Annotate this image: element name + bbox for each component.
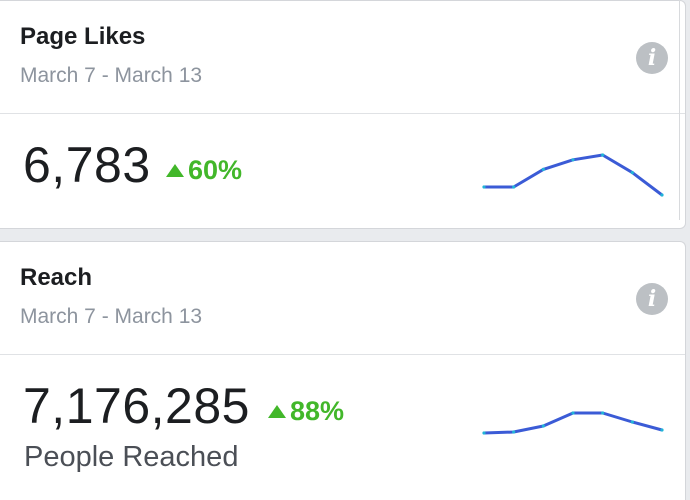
sparkline-point: [601, 411, 605, 415]
sparkline-point: [482, 431, 486, 435]
metric-value: 6,783: [23, 137, 151, 193]
sparkline-line: [483, 411, 663, 435]
sparkline-point: [630, 171, 634, 175]
card-header: Page Likes March 7 - March 13 i: [0, 1, 685, 114]
sparkline-point: [512, 185, 516, 189]
change-percent: 88%: [290, 396, 345, 426]
change-percent: 60%: [188, 155, 243, 185]
info-icon[interactable]: i: [636, 42, 668, 74]
up-arrow-icon: [268, 405, 286, 418]
info-icon[interactable]: i: [636, 283, 668, 315]
metric-value: 7,176,285: [23, 378, 250, 434]
reach-card[interactable]: Reach March 7 - March 13 i 7,176,285 88%…: [0, 241, 686, 500]
metric-caption: People Reached: [24, 441, 239, 473]
card-header: Reach March 7 - March 13 i: [0, 242, 685, 355]
sparkline-point: [571, 411, 575, 415]
metric-row: 6,783 60%: [0, 114, 685, 228]
card-title: Page Likes: [20, 23, 146, 50]
trend-sparkline: [482, 153, 664, 197]
sparkline-point: [660, 428, 664, 432]
date-range: March 7 - March 13: [20, 64, 203, 87]
change-badge: 88%: [268, 396, 344, 427]
sparkline-point: [512, 430, 516, 434]
up-arrow-icon: [166, 164, 184, 177]
card-title: Reach: [20, 264, 93, 291]
metric-row: 7,176,285 88% People Reached: [0, 355, 685, 473]
scrollbar-track: [679, 0, 680, 220]
change-badge: 60%: [166, 155, 242, 186]
date-range: March 7 - March 13: [20, 305, 203, 328]
trend-sparkline: [482, 411, 664, 435]
sparkline-point: [541, 167, 545, 171]
sparkline-point: [571, 158, 575, 162]
page-likes-card[interactable]: Page Likes March 7 - March 13 i 6,783 60…: [0, 0, 686, 229]
sparkline-point: [482, 185, 486, 189]
sparkline-point: [660, 193, 664, 197]
sparkline-point: [541, 424, 545, 428]
sparkline-point: [601, 153, 605, 157]
sparkline-point: [630, 420, 634, 424]
